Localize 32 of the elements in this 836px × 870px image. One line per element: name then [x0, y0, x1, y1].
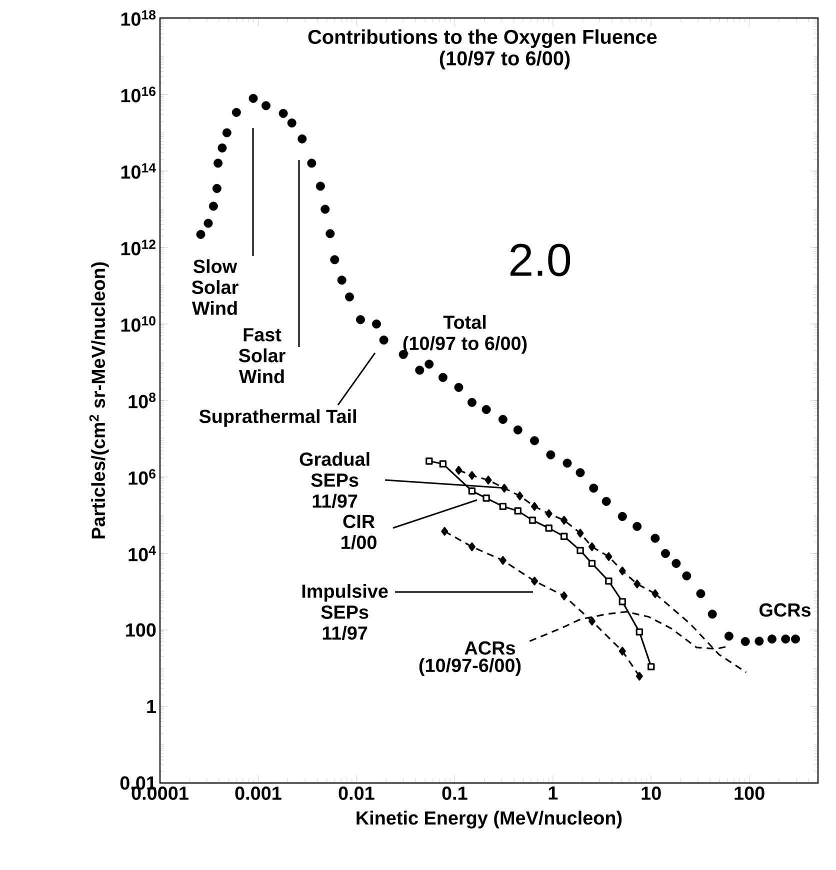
y-axis-title: Particles/(cm$^{2}$ sr-MeV/nucleon): [89, 262, 109, 538]
y-tick-label: 100: [126, 623, 156, 637]
chart-title: Contributions to the Oxygen Fluence: [308, 29, 657, 48]
y-tick-label: 10$^{8}$: [128, 392, 156, 408]
annotation: Total: [443, 315, 486, 329]
annotation: (10/97-6/00): [419, 658, 521, 676]
x-tick-label: 0.001: [235, 786, 282, 800]
annotation: Slow Solar Wind: [192, 259, 238, 315]
y-tick-label: 10$^{12}$: [121, 240, 156, 256]
annotation: Impulsive SEPs 11/97: [302, 584, 388, 640]
x-tick-label: 0.01: [338, 786, 374, 800]
annotation: 2.0: [510, 244, 570, 276]
text: (10/97 to 6/00): [440, 50, 570, 70]
annotation: (10/97 to 6/00): [403, 336, 527, 354]
y-tick-label: 10$^{14}$: [121, 163, 156, 179]
x-tick-label: 10: [642, 786, 661, 800]
y-tick-label: 10$^{16}$: [121, 86, 156, 102]
annotation: Gradual SEPs 11/97: [300, 452, 370, 508]
annotation: GCRs: [759, 603, 811, 617]
x-tick-label: 1: [548, 786, 558, 800]
annotation: Suprathermal Tail: [199, 409, 356, 427]
y-tick-label: 1: [147, 700, 156, 714]
annotation: ACRs: [464, 641, 515, 655]
x-tick-label: 100: [734, 786, 764, 800]
annotation: CIR 1/00: [342, 514, 376, 550]
x-tick-label: 0.1: [442, 786, 468, 800]
y-tick-label: 10$^{6}$: [128, 469, 156, 485]
y-tick-label: 10$^{10}$: [121, 316, 156, 332]
annotation: Fast Solar Wind: [238, 328, 286, 384]
y-tick-label: 10$^{4}$: [128, 546, 156, 562]
y-tick-label: 10$^{18}$: [121, 10, 156, 26]
x-axis-title: Kinetic Energy (MeV/nucleon): [356, 810, 622, 828]
